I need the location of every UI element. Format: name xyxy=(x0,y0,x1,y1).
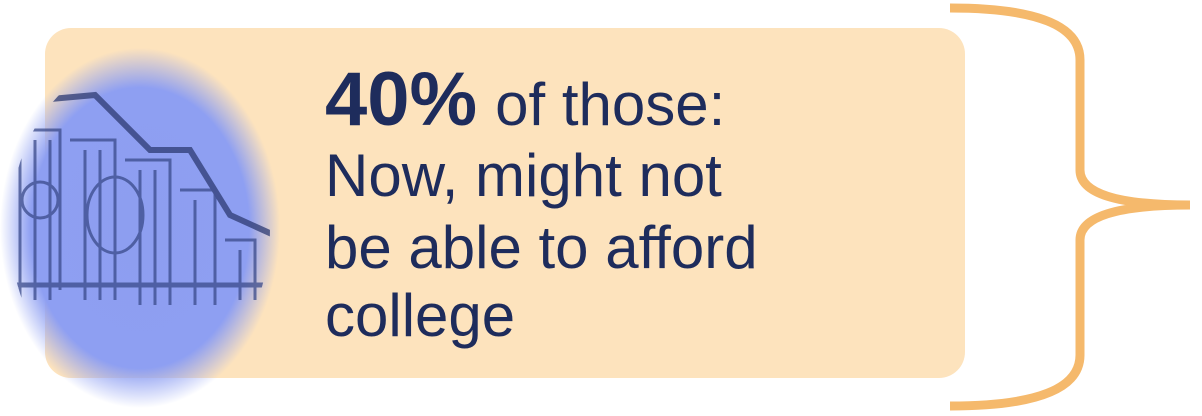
brace xyxy=(949,3,1191,411)
money-chart-image xyxy=(0,48,280,408)
callout-box xyxy=(45,28,965,378)
body-line: be able to afford xyxy=(325,214,758,281)
body-line: Now, might not xyxy=(325,142,722,209)
highlight: 40% xyxy=(325,57,477,142)
body-line: college xyxy=(325,282,515,349)
headline: 40% of those: xyxy=(325,57,725,142)
intro: of those: xyxy=(495,71,725,138)
